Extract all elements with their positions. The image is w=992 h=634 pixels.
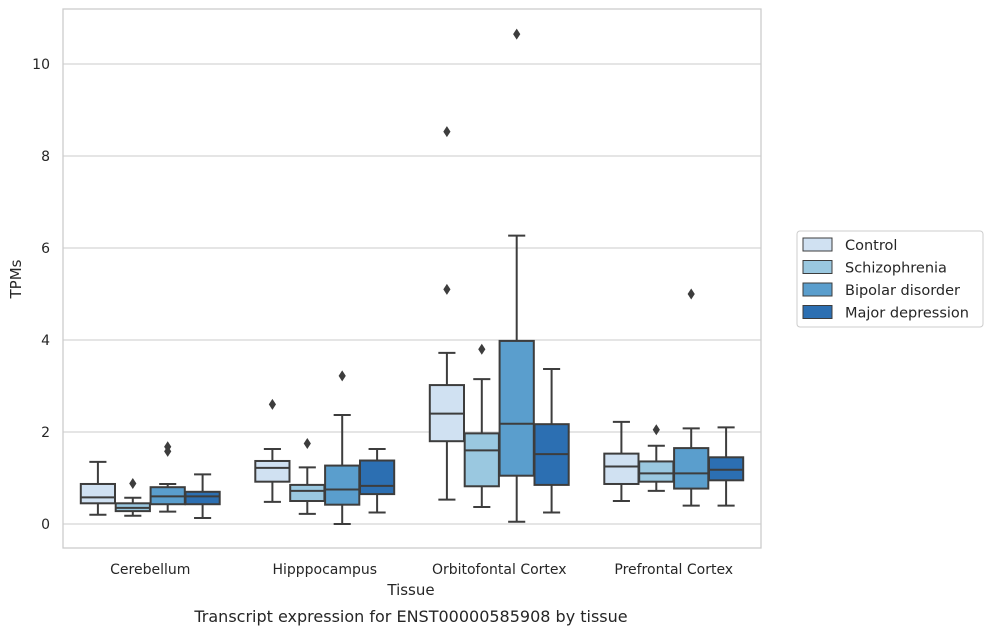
box-bipolar-disorder [324,370,361,525]
box-control [603,420,640,502]
box-bipolar-disorder [673,288,710,507]
grid-lines [63,63,761,525]
box-control [428,126,466,501]
box-control [79,460,117,516]
iqr-box [289,483,326,502]
legend-label: Control [845,238,897,254]
outlier-point [687,288,695,300]
y-tick-label: 6 [41,241,50,257]
iqr-box [603,452,640,485]
legend-label: Major depression [845,306,969,322]
box-major-depression [707,426,745,507]
x-tick-label: Cerebellum [110,562,190,578]
outlier-point [164,441,172,453]
x-tick-labels: Cerebellum Hipppocampus Orbitofontal Corte… [110,562,733,578]
legend-frame [796,230,984,328]
legend-label: Bipolar disorder [845,283,960,299]
iqr-box [463,432,500,488]
iqr-box [638,460,675,483]
iqr-box [358,459,396,496]
box-schizophrenia [463,343,500,508]
box-major-depression [358,448,396,514]
figure-caption: Transcript expression for ENST0000058590… [193,607,627,626]
iqr-box [254,459,291,483]
boxes [79,28,745,525]
iqr-box [324,464,361,506]
box-control [254,398,291,503]
y-axis-title: TPMs [7,259,25,299]
x-tick-label: Orbitofontal Cortex [432,562,567,578]
y-tick-label: 10 [32,57,50,73]
outlier-point [652,424,660,436]
box-bipolar-disorder [498,28,535,523]
legend-swatch [802,260,833,274]
outlier-point [338,370,346,382]
y-tick-label: 0 [41,517,50,533]
iqr-box [498,339,535,477]
outlier-point [268,398,276,410]
legend: Control Schizophrenia Bipolar disorder Majo… [796,230,984,328]
x-tick-label: Prefrontal Cortex [614,562,733,578]
box-major-depression [533,367,570,514]
plot-area-frame [62,8,762,549]
iqr-box [79,482,117,505]
x-axis-title: Tissue [386,581,434,599]
outlier-point [303,438,311,449]
outlier-point [129,478,137,490]
y-tick-label: 2 [41,425,50,441]
outlier-point [443,283,451,295]
box-schizophrenia [638,424,675,492]
legend-swatch [802,237,833,252]
iqr-box [673,447,710,490]
box-schizophrenia [289,438,326,515]
box-schizophrenia [114,478,151,517]
box-bipolar-disorder [149,441,186,513]
legend-swatch [802,305,833,319]
outlier-point [478,343,486,355]
iqr-box [184,490,221,506]
legend-swatch [802,282,833,297]
outlier-point [513,28,521,40]
x-tick-label: Hipppocampus [272,562,377,578]
y-tick-labels: 0 2 4 6 8 10 [32,57,50,533]
y-tick-label: 8 [41,149,50,165]
y-tick-label: 4 [41,333,50,349]
legend-label: Schizophrenia [845,261,947,277]
outlier-point [443,126,451,138]
box-major-depression [184,473,221,520]
